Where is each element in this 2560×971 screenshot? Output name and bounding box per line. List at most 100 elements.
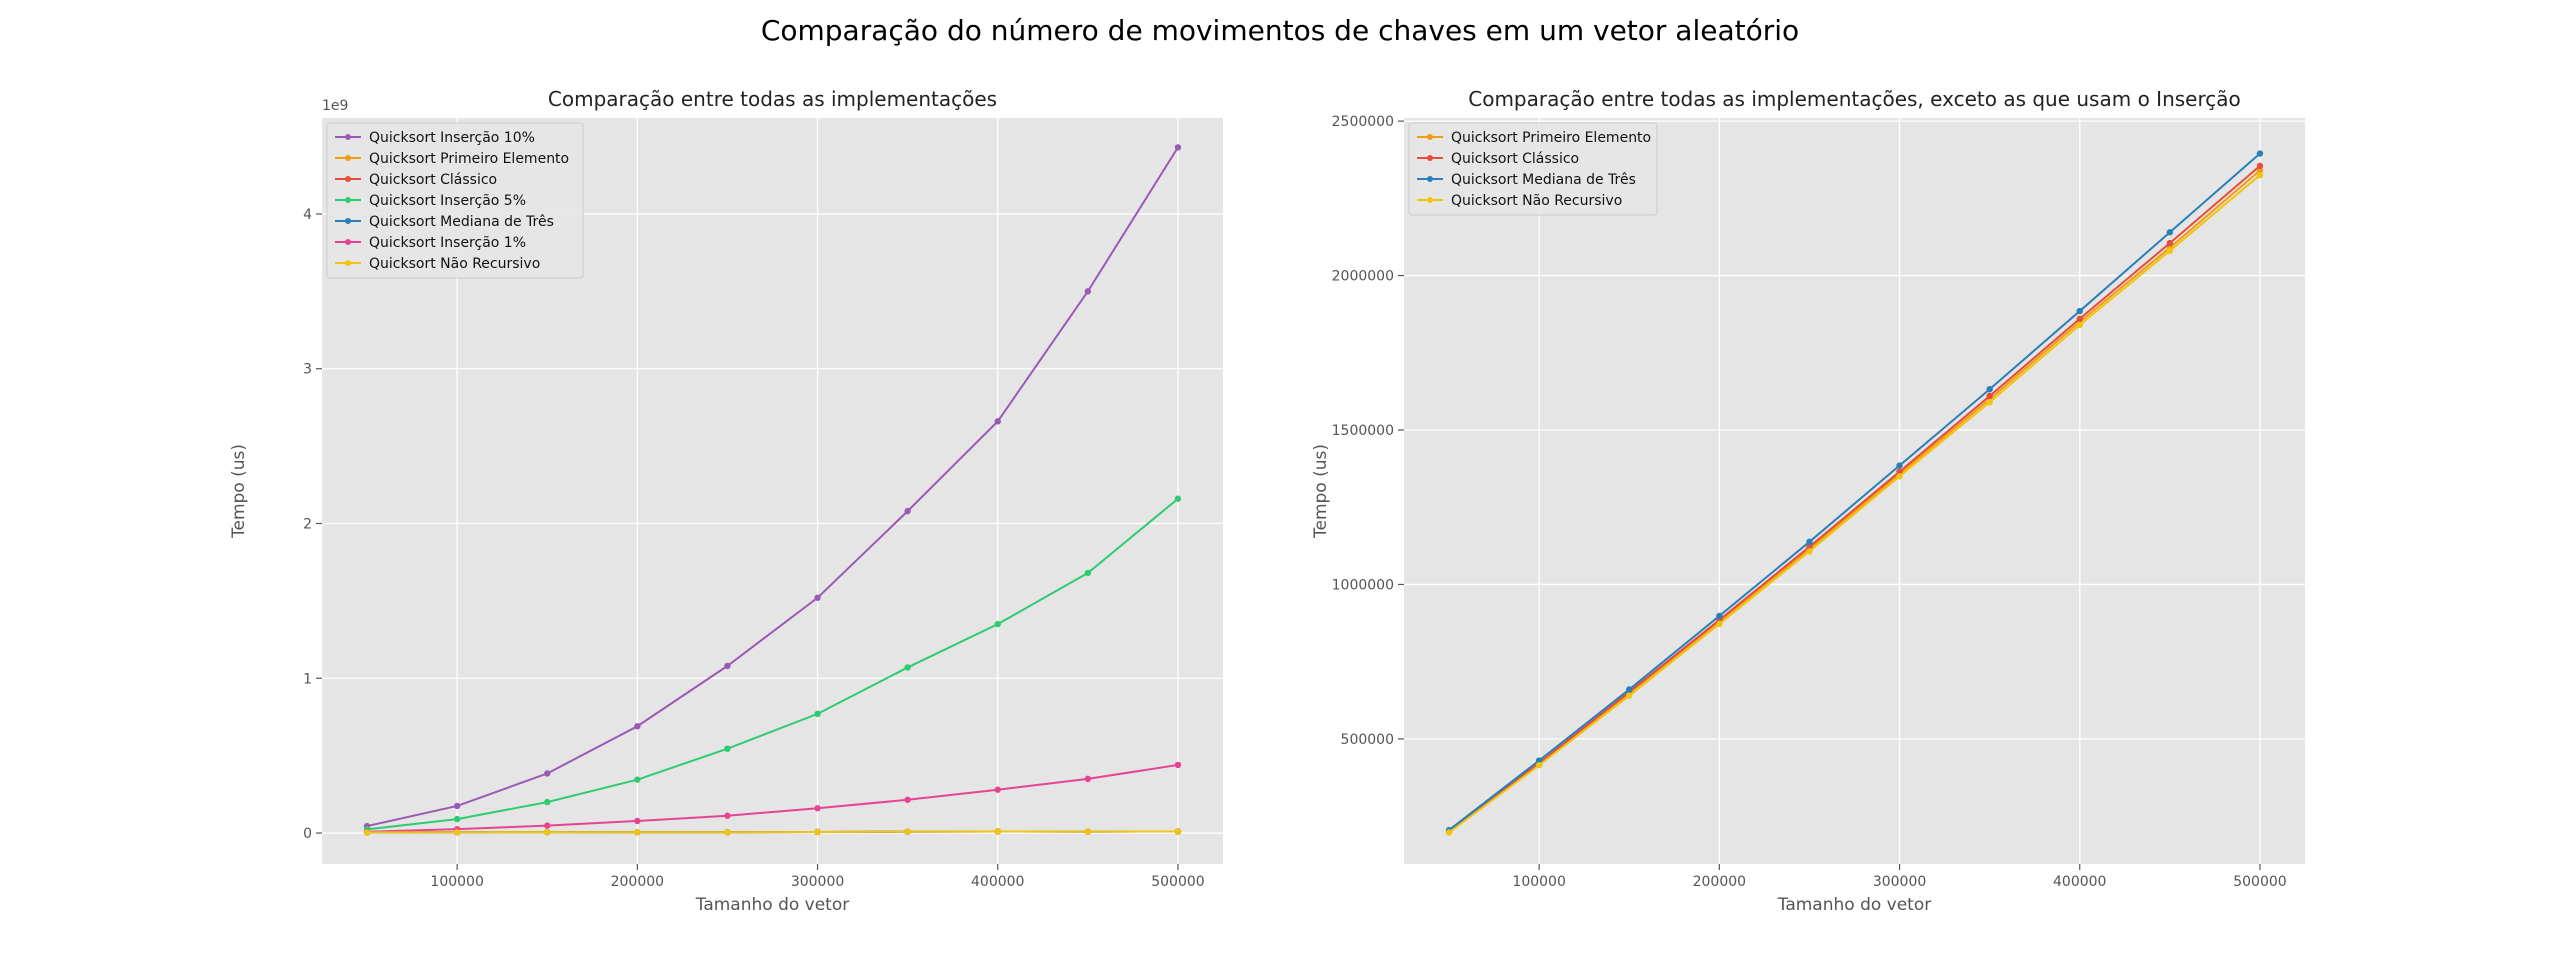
data-point (1896, 468, 1903, 475)
data-point (2076, 307, 2083, 315)
legend-label: Quicksort Mediana de Três (1451, 172, 1636, 188)
data-point (1084, 569, 1092, 577)
legend-label: Quicksort Primeiro Elemento (369, 151, 569, 167)
legend-marker (345, 176, 351, 182)
legend-box (1408, 122, 1658, 216)
legend-marker (1427, 176, 1433, 182)
data-point (1084, 288, 1092, 295)
x-tick-label: 300000 (791, 874, 844, 890)
figure-title: Comparação do número de movimentos de ch… (760, 14, 1800, 47)
legend-marker (345, 155, 351, 161)
legend-marker (345, 218, 351, 224)
legend-label: Quicksort Inserção 1% (369, 235, 526, 251)
y-tick-label: 3 (303, 362, 312, 378)
y-tick-label: 2000000 (1332, 269, 1394, 285)
data-point (904, 664, 911, 671)
data-point (634, 817, 641, 825)
x-tick-label: 100000 (1512, 874, 1565, 890)
legend-label: Quicksort Primeiro Elemento (1451, 130, 1651, 146)
data-point (724, 745, 731, 752)
data-point (1535, 757, 1543, 764)
data-point (724, 829, 731, 836)
data-point (904, 828, 911, 835)
chart-2: 100000 200000 300000 400000 500000 500000 1000… (1311, 87, 2305, 915)
y-tick-label: 0 (303, 826, 312, 842)
y-tick-label: 1 (303, 671, 312, 687)
data-point (1716, 620, 1723, 628)
legend-marker (1427, 155, 1433, 161)
data-point (453, 802, 461, 810)
data-point (2076, 321, 2083, 329)
y-tick-label: 500000 (1341, 732, 1394, 748)
data-point (1716, 612, 1723, 620)
data-point (2166, 239, 2174, 247)
data-point (1896, 462, 1903, 469)
y-tick-label: 2500000 (1332, 114, 1394, 130)
data-point (994, 620, 1001, 628)
y-tick-label: 4 (303, 207, 312, 223)
data-point (994, 828, 1001, 835)
legend-marker (1427, 134, 1433, 140)
y-tick-label: 1000000 (1332, 577, 1394, 593)
legend-label: Quicksort Não Recursivo (369, 256, 540, 272)
data-point (814, 594, 821, 601)
legend-marker (345, 239, 351, 245)
data-point (1626, 692, 1633, 699)
x-tick-label: 400000 (2053, 874, 2106, 890)
data-point (634, 723, 641, 730)
data-point (544, 798, 551, 806)
data-point (1896, 473, 1903, 480)
data-point (2166, 229, 2174, 236)
data-point (2166, 247, 2174, 255)
data-point (724, 812, 731, 819)
data-point (1174, 828, 1182, 835)
data-point (634, 829, 641, 836)
chart-1: 100000 200000 300000 400000 500000 0 1 2 3 4 1e9 Co… (229, 87, 1223, 915)
x-tick-label: 200000 (611, 874, 664, 890)
chart-title: Comparação entre todas as implementações (548, 87, 997, 111)
y-tick-label: 1500000 (1332, 423, 1394, 439)
data-point (1626, 686, 1633, 693)
data-point (1174, 495, 1182, 502)
legend-label: Quicksort Mediana de Três (369, 214, 554, 230)
data-point (453, 815, 461, 823)
legend-label: Quicksort Inserção 10% (369, 130, 535, 146)
data-point (2256, 171, 2264, 179)
series-line (1448, 174, 2261, 834)
legend-label: Quicksort Não Recursivo (1451, 193, 1622, 209)
data-point (1806, 538, 1813, 546)
x-tick-label: 300000 (1873, 874, 1926, 890)
data-point (453, 829, 461, 836)
data-point (1806, 543, 1813, 550)
data-point (724, 662, 731, 670)
x-tick-label: 500000 (1151, 874, 1204, 890)
data-point (2256, 162, 2264, 170)
x-tick-label: 500000 (2233, 874, 2286, 890)
legend-marker (345, 134, 351, 140)
data-point (814, 710, 821, 718)
legend-marker (345, 197, 351, 203)
series-line (366, 497, 1179, 831)
data-point (1084, 775, 1092, 783)
x-axis-label: Tamanho do vetor (1777, 895, 1932, 915)
series-line (367, 830, 1178, 834)
data-point (904, 796, 911, 803)
legend-label: Quicksort Clássico (1451, 151, 1579, 167)
x-tick-label: 100000 (430, 874, 483, 890)
data-point (544, 828, 551, 836)
data-point (2256, 167, 2264, 174)
x-tick-label: 200000 (1693, 874, 1746, 890)
legend-marker (345, 260, 351, 266)
data-point (1174, 144, 1182, 151)
data-point (1535, 761, 1543, 769)
legend-label: Quicksort Inserção 5% (369, 193, 526, 209)
data-point (1986, 398, 1993, 406)
data-point (2256, 150, 2264, 157)
legend-box (326, 122, 584, 279)
y-axis-label: Tempo (us) (1311, 444, 1331, 539)
chart-title: Comparação entre todas as implementações… (1468, 87, 2241, 111)
series-line (1448, 165, 2261, 833)
data-point (994, 418, 1001, 425)
data-point (904, 507, 911, 515)
